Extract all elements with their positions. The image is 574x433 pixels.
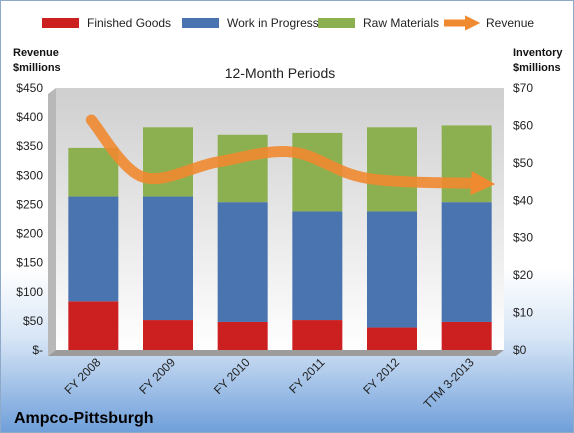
x-tick-label: FY 2008: [62, 355, 104, 397]
plot-floor: [48, 350, 504, 356]
bar-work-in-progress: [143, 196, 193, 321]
left-tick-label: $50: [23, 314, 43, 328]
bar-work-in-progress: [367, 211, 417, 328]
left-tick-label: $400: [16, 110, 43, 124]
revenue-line: [85, 114, 496, 196]
left-tick-label: $100: [16, 285, 43, 299]
bar-raw-materials: [441, 125, 492, 203]
left-tick-label: $-: [32, 343, 43, 357]
bar-work-in-progress: [68, 196, 119, 302]
left-axis-title-line2: $millions: [13, 62, 61, 74]
x-tick-label: FY 2009: [136, 355, 178, 397]
bar-work-in-progress: [292, 211, 343, 321]
right-tick-label: $30: [513, 231, 533, 245]
bar-raw-materials: [68, 147, 119, 197]
chart-title: 12-Month Periods: [225, 65, 336, 81]
right-tick-label: $20: [513, 268, 533, 282]
left-tick-label: $250: [16, 197, 43, 211]
x-tick-label: FY 2012: [360, 355, 402, 397]
left-tick-label: $300: [16, 168, 43, 182]
right-axis-title-line1: Inventory: [513, 47, 563, 59]
bar-finished-goods: [68, 301, 119, 350]
bar-finished-goods: [292, 320, 343, 350]
left-tick-label: $350: [16, 139, 43, 153]
right-tick-label: $60: [513, 118, 533, 132]
left-tick-label: $150: [16, 256, 43, 270]
x-tick-label: FY 2010: [211, 355, 253, 397]
left-tick-label: $200: [16, 227, 43, 241]
right-tick-label: $10: [513, 306, 533, 320]
legend-label-raw-materials: Raw Materials: [363, 16, 439, 30]
x-tick-label: TTM 3-2013: [421, 355, 477, 411]
left-axis-title-line1: Revenue: [13, 47, 59, 59]
legend-swatch-work-in-progress: [182, 18, 219, 28]
legend-label-revenue: Revenue: [486, 16, 534, 30]
bar-finished-goods: [217, 321, 268, 350]
legend-swatch-raw-materials: [318, 18, 355, 28]
legend-label-finished-goods: Finished Goods: [87, 16, 171, 30]
bar-finished-goods: [143, 320, 193, 350]
legend-label-work-in-progress: Work in Progress: [227, 16, 319, 30]
right-tick-label: $70: [513, 81, 533, 95]
bar-raw-materials: [367, 127, 417, 212]
right-tick-label: $50: [513, 156, 533, 170]
right-tick-label: $0: [513, 343, 527, 357]
bar-raw-materials: [217, 134, 268, 203]
plot-side-wall: [48, 88, 56, 356]
right-axis-title-line2: $millions: [513, 62, 561, 74]
plot-area: [56, 88, 504, 350]
legend-swatch-finished-goods: [42, 18, 79, 28]
company-name: Ampco-Pittsburgh: [14, 410, 154, 427]
bar-work-in-progress: [441, 202, 492, 322]
bar-finished-goods: [367, 327, 417, 350]
bar-raw-materials: [143, 127, 193, 197]
right-tick-label: $40: [513, 193, 533, 207]
bar-work-in-progress: [217, 202, 268, 322]
bar-finished-goods: [441, 321, 492, 350]
x-tick-label: FY 2011: [286, 355, 327, 396]
legend: Finished Goods Work in Progress Raw Mate…: [42, 15, 534, 31]
left-tick-label: $450: [16, 81, 43, 95]
